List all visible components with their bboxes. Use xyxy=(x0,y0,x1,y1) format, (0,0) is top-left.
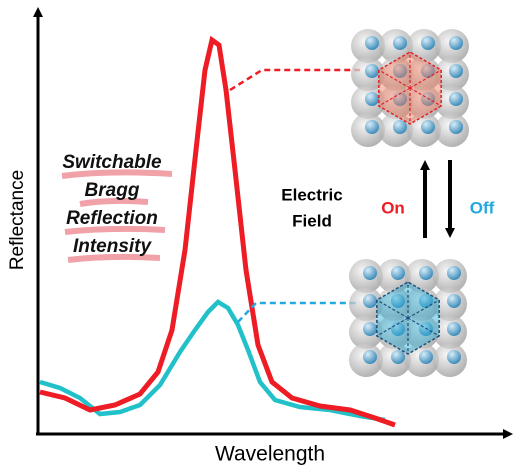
particle xyxy=(363,294,377,308)
high-reflectance-curve xyxy=(39,35,396,428)
annotation-line: Intensity xyxy=(73,236,153,257)
particle xyxy=(391,350,405,364)
particle xyxy=(447,294,461,308)
highlight xyxy=(67,253,161,263)
particle xyxy=(421,120,435,134)
lattice-line xyxy=(407,299,440,319)
particle xyxy=(447,322,461,336)
annotation-line: Switchable xyxy=(62,152,162,173)
particle xyxy=(365,36,379,50)
particle xyxy=(393,36,407,50)
highlight xyxy=(64,225,166,235)
particle xyxy=(393,120,407,134)
off-label: Off xyxy=(470,198,495,217)
particle-clusters xyxy=(349,29,469,377)
particle xyxy=(391,294,405,308)
particle xyxy=(449,120,463,134)
lattice-line xyxy=(376,317,409,337)
lattice-line xyxy=(378,87,411,107)
highlight xyxy=(79,197,149,207)
particle xyxy=(449,36,463,50)
y-axis-label: Reflectance xyxy=(7,170,28,270)
particle xyxy=(419,294,433,308)
particle xyxy=(393,64,407,78)
particle xyxy=(363,350,377,364)
particle xyxy=(449,64,463,78)
particle xyxy=(421,36,435,50)
annotation-highlights xyxy=(61,169,173,263)
x-axis-label: Wavelength xyxy=(215,443,325,466)
particle xyxy=(363,266,377,280)
particle xyxy=(419,266,433,280)
switch-label: Electric xyxy=(281,185,342,204)
particle xyxy=(447,350,461,364)
low-reflectance-curve xyxy=(39,299,386,423)
particle xyxy=(419,350,433,364)
blue-connector xyxy=(237,301,360,323)
particle xyxy=(449,92,463,106)
particle xyxy=(391,266,405,280)
switch-label: Field xyxy=(292,211,332,230)
lattice-line xyxy=(376,299,409,319)
lattice-line xyxy=(378,69,411,89)
lattice-line xyxy=(407,317,440,337)
particle xyxy=(365,64,379,78)
highlight xyxy=(61,169,173,179)
lattice-line xyxy=(409,87,442,107)
particle xyxy=(447,266,461,280)
on-label: On xyxy=(381,198,405,217)
lattice-line xyxy=(409,69,442,89)
particle xyxy=(365,92,379,106)
red-connector xyxy=(229,68,360,92)
annotation-line: Reflection xyxy=(66,208,158,229)
particle xyxy=(363,322,377,336)
particle xyxy=(421,64,435,78)
annotation-line: Bragg xyxy=(85,180,140,201)
particle xyxy=(365,120,379,134)
